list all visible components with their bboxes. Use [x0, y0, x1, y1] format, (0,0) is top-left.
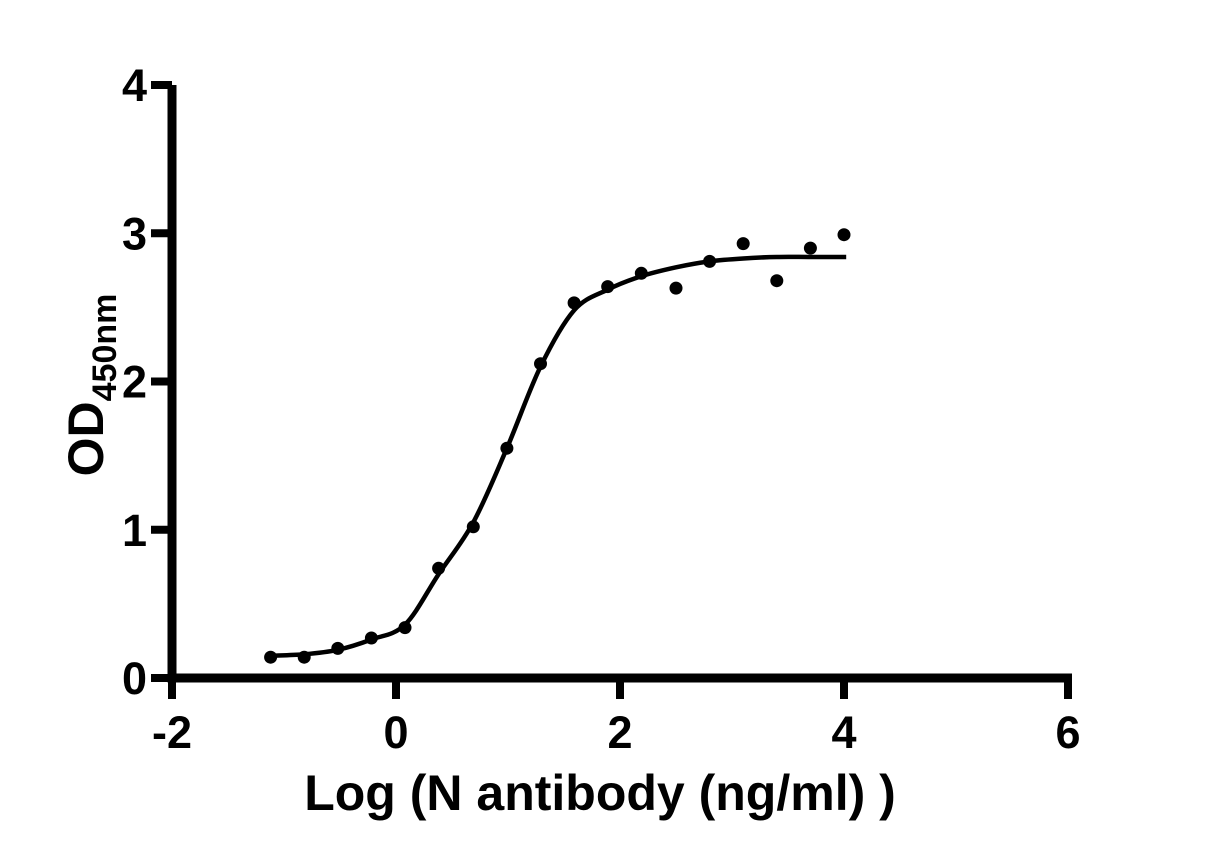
x-axis-title: Log (N antibody (ng/ml) ) — [304, 765, 896, 821]
data-point — [803, 241, 817, 255]
data-point — [264, 650, 278, 664]
ticks-layer — [151, 81, 1072, 699]
data-point — [398, 621, 412, 635]
data-point — [601, 280, 615, 294]
data-point — [634, 266, 648, 280]
y-axis-title: OD450nm — [58, 294, 124, 477]
data-point — [837, 228, 851, 242]
data-point — [534, 357, 547, 371]
axes-layer — [167, 85, 1072, 683]
data-point — [297, 650, 311, 664]
x-tick-label: 6 — [1055, 707, 1080, 758]
data-point — [669, 281, 683, 295]
fit-curve — [270, 254, 847, 659]
y-axis-title-main: OD — [58, 401, 114, 476]
data-point — [466, 520, 480, 534]
y-tick-label: 1 — [122, 505, 147, 556]
x-tick-label: 2 — [607, 707, 632, 758]
fit-curve-layer — [270, 254, 847, 659]
data-point — [432, 561, 446, 575]
y-tick-label: 3 — [122, 208, 147, 259]
y-tick-label: 2 — [122, 357, 147, 408]
data-points-layer — [264, 228, 851, 664]
data-point — [703, 254, 717, 268]
y-axis-title-subscript: 450nm — [86, 294, 124, 402]
x-tick-label: 4 — [831, 707, 856, 758]
data-point — [567, 296, 581, 310]
data-point — [364, 631, 378, 645]
x-tick-label: -2 — [152, 707, 192, 758]
data-point — [331, 641, 345, 655]
data-point — [770, 274, 784, 288]
x-tick-label: 0 — [383, 707, 408, 758]
data-point — [736, 237, 750, 251]
y-tick-label: 0 — [122, 653, 147, 704]
y-tick-label: 4 — [122, 60, 147, 111]
data-point — [500, 441, 514, 455]
